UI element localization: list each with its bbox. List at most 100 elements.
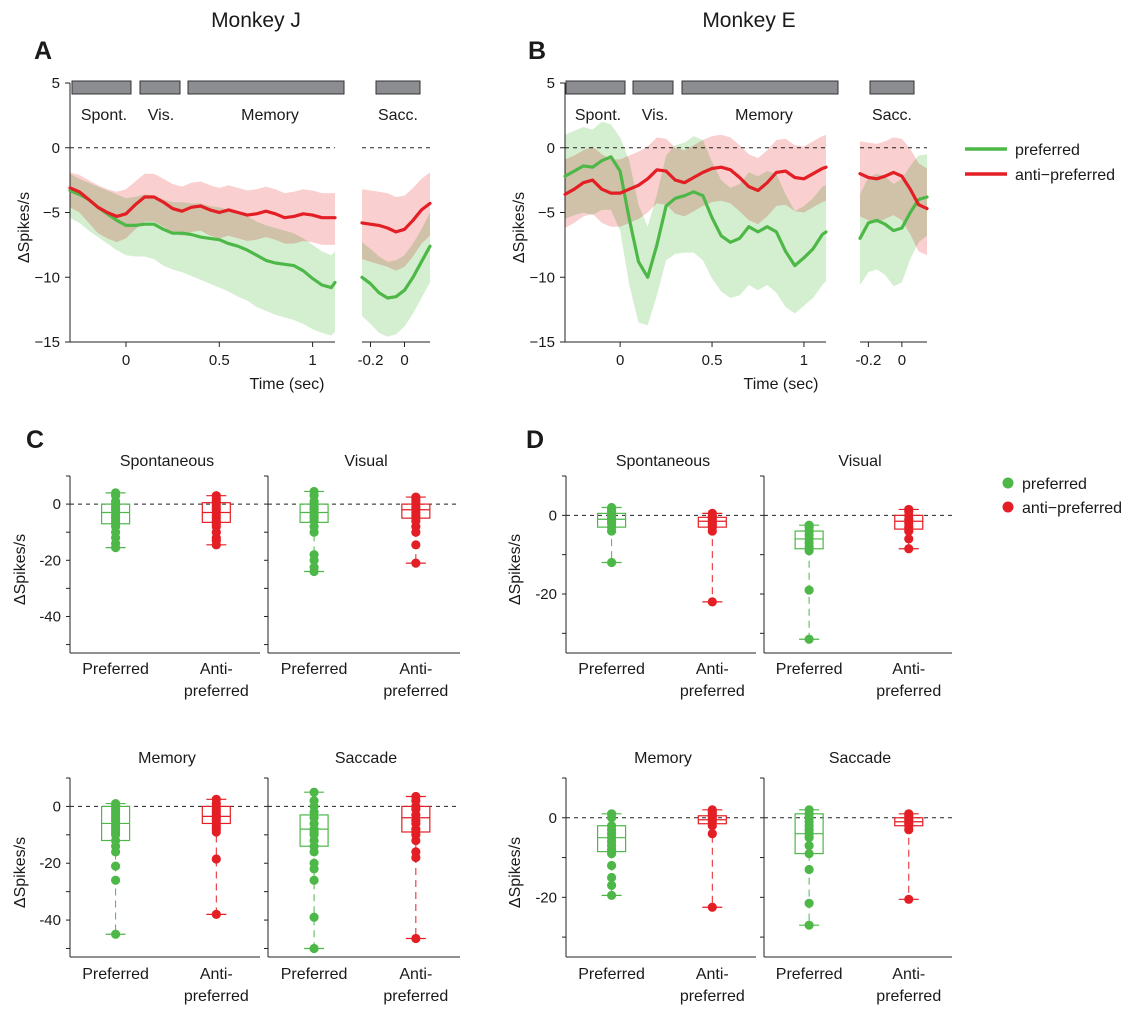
data-point xyxy=(607,872,617,883)
data-point xyxy=(211,854,221,864)
data-point xyxy=(904,526,914,536)
data-point xyxy=(211,540,221,550)
x-axis-label: Time (sec) xyxy=(744,376,819,393)
confidence-band-preferred xyxy=(362,212,430,337)
line-legend: preferred anti−preferred xyxy=(965,142,1115,184)
y-tick-label: -20 xyxy=(39,552,61,569)
box-preferred xyxy=(794,520,824,644)
y-tick-label: 0 xyxy=(53,798,61,815)
category-label-anti-preferred: Anti-preferred xyxy=(680,661,745,700)
legend-swatch-preferred-dot xyxy=(1002,477,1014,489)
category-label-preferred: Preferred xyxy=(578,661,645,678)
chart-b-time-course: 5 0 −5 −10 −15 ΔSpikes/s Time (sec) Spont. Vis. M… xyxy=(511,75,929,393)
box-anti-preferred xyxy=(201,794,231,919)
data-point xyxy=(804,920,814,930)
data-point xyxy=(211,909,221,919)
data-point xyxy=(707,597,717,607)
data-point xyxy=(309,566,319,577)
data-point xyxy=(607,860,617,871)
data-point xyxy=(707,902,717,912)
series-line-anti-preferred xyxy=(68,186,337,220)
data-point xyxy=(309,555,319,565)
legend-label-preferred-dots: preferred xyxy=(1022,476,1087,493)
category-label-line: preferred xyxy=(383,683,448,700)
confidence-band-anti-preferred xyxy=(362,172,430,271)
data-point xyxy=(804,864,814,875)
box-preferred xyxy=(596,809,627,900)
x-tick-label: 0.5 xyxy=(209,352,230,369)
subplot-saccade: Saccade Preferred Anti-preferred xyxy=(760,750,952,1005)
y-tick-label: -40 xyxy=(39,912,61,929)
data-point xyxy=(707,821,717,831)
panel-letter-d: D xyxy=(526,426,544,454)
box-preferred xyxy=(794,805,824,930)
category-label-line: Anti- xyxy=(892,661,925,678)
y-tick-label: -40 xyxy=(39,608,61,625)
x-tick-label: 0.5 xyxy=(702,352,723,369)
data-point xyxy=(707,829,717,839)
panel-letter-a: A xyxy=(34,37,52,65)
category-label-line: Anti- xyxy=(200,966,233,983)
category-label-anti-preferred: Anti-preferred xyxy=(876,661,941,700)
category-label-line: preferred xyxy=(876,683,941,700)
epoch-bar-sacc xyxy=(375,80,421,95)
category-label-line: preferred xyxy=(680,683,745,700)
data-point xyxy=(804,634,814,644)
box-anti-preferred xyxy=(894,504,924,554)
data-point xyxy=(111,543,121,553)
box-anti-preferred xyxy=(697,508,727,607)
epoch-bar-vis xyxy=(632,80,674,95)
y-tick-label: 0 xyxy=(549,507,557,524)
epoch-label-memory: Memory xyxy=(735,107,793,124)
box-preferred xyxy=(299,787,329,954)
series-line-anti-preferred xyxy=(360,201,432,234)
y-tick-label: 0 xyxy=(547,140,555,157)
x-tick-label: 1 xyxy=(800,352,808,369)
x-tick-label: -0.2 xyxy=(358,352,384,369)
y-tick-label: 5 xyxy=(547,75,555,92)
category-label-preferred: Preferred xyxy=(82,966,149,983)
y-tick-label: −5 xyxy=(538,205,555,222)
data-point xyxy=(111,929,121,939)
y-axis-label: ΔSpikes/s xyxy=(16,192,33,263)
category-label-anti-preferred: Anti-preferred xyxy=(680,966,745,1005)
subplot-title: Visual xyxy=(838,453,881,470)
data-point xyxy=(804,546,814,556)
data-point xyxy=(211,827,221,837)
legend-label-anti-preferred: anti−preferred xyxy=(1015,167,1115,184)
data-point xyxy=(309,847,319,857)
series-line-preferred xyxy=(563,155,828,279)
data-point xyxy=(309,864,319,874)
data-point xyxy=(309,912,319,922)
y-tick-label: 0 xyxy=(549,810,557,827)
chart-d-boxplots: 0 -20 ΔSpikes/s Spontaneous Preferred Anti-pr… xyxy=(507,453,952,1005)
category-label-line: Anti- xyxy=(399,661,432,678)
x-tick-label: 1 xyxy=(308,352,316,369)
chart-c-boxplots: 0 -20 -40 ΔSpikes/s Spontaneous Preferred Anti… xyxy=(12,453,460,1005)
panel-letter-b: B xyxy=(528,37,546,65)
data-point xyxy=(904,825,914,835)
category-label-preferred: Preferred xyxy=(578,966,645,983)
confidence-band-anti-preferred xyxy=(565,134,826,228)
data-point xyxy=(309,875,319,885)
box-anti-preferred xyxy=(697,805,727,912)
subplot-title: Memory xyxy=(138,750,196,767)
x-tick-label: 0 xyxy=(122,352,130,369)
box-anti-preferred xyxy=(201,491,231,550)
data-point xyxy=(111,875,121,885)
subplot-spontaneous: 0 -20 -40 ΔSpikes/s Spontaneous Preferred Anti… xyxy=(12,453,260,700)
epoch-bar-vis xyxy=(139,80,181,95)
data-point xyxy=(309,787,319,797)
category-label-line: Anti- xyxy=(200,661,233,678)
subplot-spontaneous: 0 -20 ΔSpikes/s Spontaneous Preferred Anti-pr… xyxy=(507,453,756,700)
box-preferred xyxy=(596,502,627,568)
data-point xyxy=(804,898,814,908)
y-tick-label: −10 xyxy=(530,269,555,286)
data-point xyxy=(411,558,421,568)
epoch-label-sacc: Sacc. xyxy=(872,107,912,124)
data-point xyxy=(411,527,421,537)
data-point xyxy=(309,527,319,537)
y-tick-label: −5 xyxy=(43,205,60,222)
data-point xyxy=(411,852,421,863)
data-point xyxy=(804,585,814,595)
